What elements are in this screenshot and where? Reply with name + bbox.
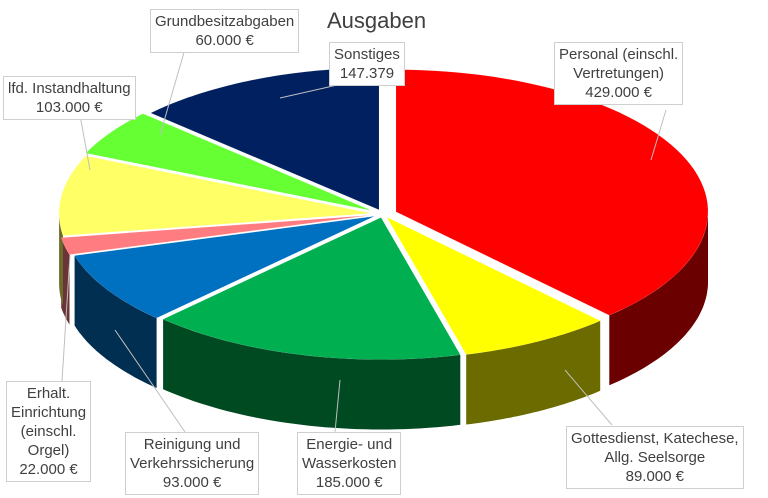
data-label-gottesdienst-line-2: Allg. Seelsorge bbox=[604, 449, 706, 466]
data-label-sonstiges-value: 147.379 bbox=[339, 65, 395, 82]
data-label-instandhaltung: lfd. Instandhaltung 103.000 € bbox=[3, 76, 136, 120]
pie-top-faces bbox=[58, 67, 709, 360]
data-label-sonstiges-line-1: Sonstiges bbox=[334, 46, 400, 63]
data-label-reinigung-line-2: Verkehrssicherung bbox=[130, 455, 255, 472]
data-label-personal-value: 429.000 € bbox=[585, 84, 652, 101]
pie-slice-energie bbox=[162, 217, 461, 360]
leader-line-instandhaltung bbox=[79, 114, 91, 171]
pie-side-instandhaltung bbox=[59, 213, 63, 306]
data-label-sonstiges: Sonstiges 147.379 bbox=[329, 42, 405, 86]
pie-side-gottesdienst bbox=[466, 320, 601, 425]
leader-line-grundbesitzabgaben bbox=[159, 48, 186, 136]
data-label-energie-line-1: Energie- und bbox=[306, 436, 393, 453]
data-label-energie-value: 185.000 € bbox=[315, 474, 383, 491]
data-label-instandhaltung-line-1: lfd. Instandhaltung bbox=[8, 80, 131, 97]
data-label-energie-line-2: Wasserkosten bbox=[302, 455, 397, 472]
data-label-erhalt-einrichtung: Erhalt. Einrichtung (einschl. Orgel) 22.… bbox=[6, 381, 92, 482]
data-label-personal-line-1: Personal (einschl. bbox=[559, 46, 679, 63]
pie-side-reinigung bbox=[74, 255, 157, 388]
data-label-gottesdienst-line-1: Gottesdienst, Katechese, bbox=[571, 430, 739, 447]
pie-slice-erhalt-einrichtung bbox=[60, 215, 370, 255]
label-leader-lines bbox=[61, 48, 667, 433]
data-label-erhalt-line-4: Orgel) bbox=[27, 442, 70, 459]
data-label-erhalt-line-2: Einrichtung bbox=[11, 404, 87, 421]
leader-line-erhalt-einrichtung bbox=[61, 254, 71, 382]
data-label-grundbesitz-value: 60.000 € bbox=[195, 32, 254, 49]
leader-line-energie bbox=[334, 379, 341, 433]
data-label-erhalt-line-3: (einschl. bbox=[20, 423, 77, 440]
data-label-gottesdienst: Gottesdienst, Katechese, Allg. Seelsorge… bbox=[566, 426, 744, 489]
data-label-grundbesitz-line-1: Grundbesitzabgaben bbox=[155, 13, 295, 30]
data-label-grundbesitzabgaben: Grundbesitzabgaben 60.000 € bbox=[150, 9, 300, 53]
data-label-energie: Energie- und Wasserkosten 185.000 € bbox=[297, 432, 402, 495]
data-label-erhalt-line-1: Erhalt. bbox=[26, 385, 71, 402]
leader-line-reinigung bbox=[114, 329, 186, 433]
data-label-personal-line-2: Vertretungen) bbox=[573, 65, 665, 82]
data-label-personal: Personal (einschl. Vertretungen) 429.000… bbox=[554, 42, 684, 105]
data-label-reinigung-value: 93.000 € bbox=[162, 474, 222, 491]
data-label-reinigung: Reinigung und Verkehrssicherung 93.000 € bbox=[125, 432, 260, 495]
data-label-gottesdienst-value: 89.000 € bbox=[625, 468, 684, 485]
pie-slice-instandhaltung bbox=[58, 155, 372, 236]
pie-slice-personal bbox=[395, 69, 709, 316]
chart-title: Ausgaben bbox=[327, 8, 427, 33]
data-label-reinigung-line-1: Reinigung und bbox=[143, 436, 241, 453]
pie-side-energie bbox=[163, 319, 461, 430]
data-label-instandhaltung-value: 103.000 € bbox=[35, 99, 103, 116]
leader-line-gottesdienst bbox=[564, 369, 613, 426]
pie-side-walls bbox=[59, 211, 708, 430]
pie-slice-gottesdienst bbox=[386, 216, 601, 355]
pie-slice-reinigung bbox=[74, 216, 375, 319]
pie-side-personal bbox=[609, 211, 708, 386]
data-label-erhalt-value: 22.000 € bbox=[19, 461, 78, 478]
leader-line-personal bbox=[650, 109, 667, 161]
